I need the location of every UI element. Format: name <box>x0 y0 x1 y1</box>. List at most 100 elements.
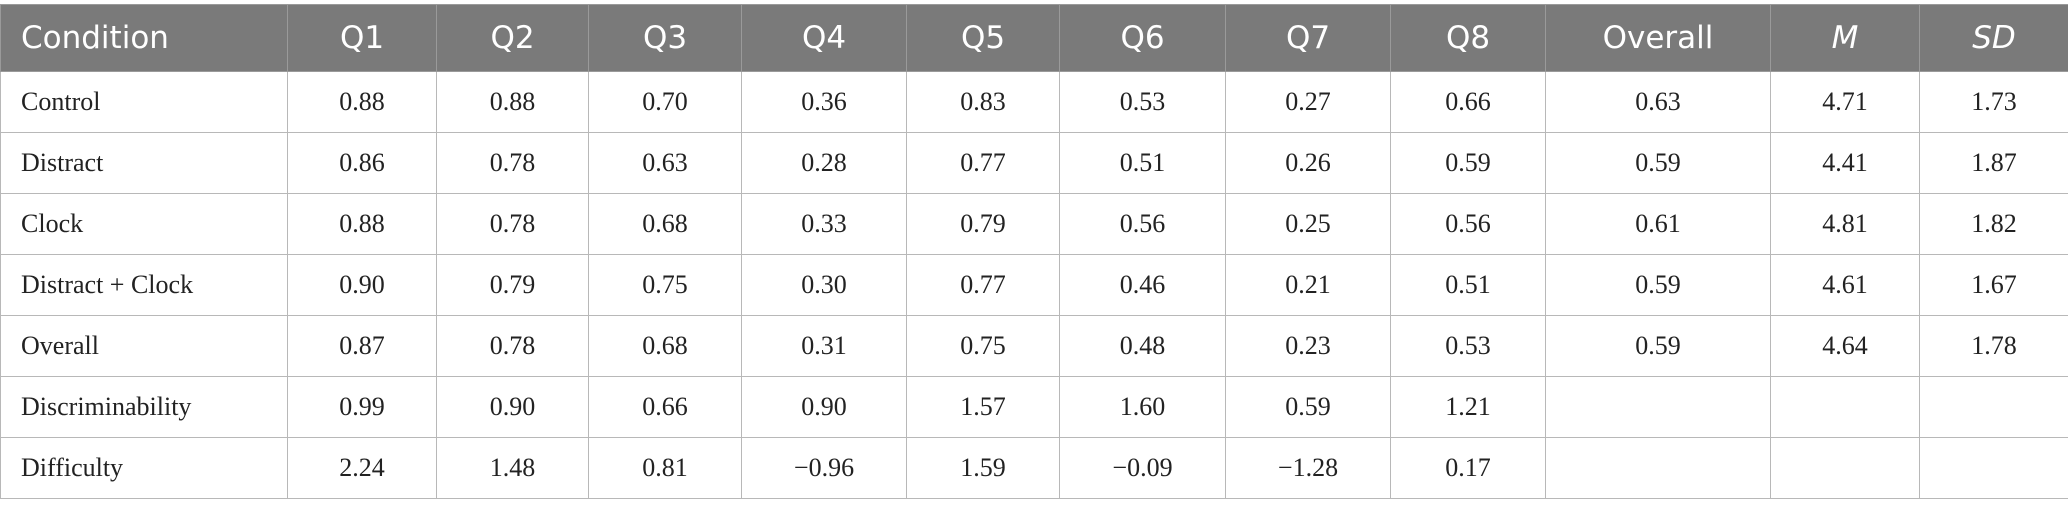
table-row: Distract 0.86 0.78 0.63 0.28 0.77 0.51 0.26 0.59… <box>0 132 2068 194</box>
row-label-cell: Discriminability <box>0 376 288 438</box>
table-row: Difficulty 2.24 1.48 0.81 −0.96 1.59 −0.09 −1.2… <box>0 437 2068 499</box>
value-cell: 0.56 <box>1390 193 1546 255</box>
value-cell: 0.87 <box>287 315 437 377</box>
value-cell: 1.82 <box>1919 193 2068 255</box>
column-header-condition: Condition <box>0 4 288 72</box>
table-row: Clock 0.88 0.78 0.68 0.33 0.79 0.56 0.25 0.56 0.6… <box>0 193 2068 255</box>
value-cell: 0.61 <box>1545 193 1771 255</box>
results-table: Condition Q1 Q2 Q3 Q4 Q5 Q6 Q7 Q8 Overall M SD Cont… <box>0 4 2068 499</box>
header-row: Condition Q1 Q2 Q3 Q4 Q5 Q6 Q7 Q8 Overall M SD <box>0 4 2068 72</box>
value-cell: 1.73 <box>1919 71 2068 133</box>
value-cell: 0.77 <box>906 254 1060 316</box>
value-cell: 2.24 <box>287 437 437 499</box>
value-cell: 0.21 <box>1225 254 1391 316</box>
value-cell: 1.78 <box>1919 315 2068 377</box>
value-cell: 1.67 <box>1919 254 2068 316</box>
column-header-m: M <box>1770 4 1920 72</box>
column-header-overall: Overall <box>1545 4 1771 72</box>
value-cell: 0.63 <box>588 132 742 194</box>
value-cell: 0.46 <box>1059 254 1226 316</box>
value-cell: 4.71 <box>1770 71 1920 133</box>
value-cell: 0.99 <box>287 376 437 438</box>
value-cell: 0.51 <box>1390 254 1546 316</box>
value-cell: 4.61 <box>1770 254 1920 316</box>
value-cell: 0.79 <box>906 193 1060 255</box>
value-cell: 0.26 <box>1225 132 1391 194</box>
value-cell <box>1919 376 2068 438</box>
value-cell: 0.56 <box>1059 193 1226 255</box>
value-cell: 0.59 <box>1545 132 1771 194</box>
column-header-q3: Q3 <box>588 4 742 72</box>
value-cell: 1.48 <box>436 437 589 499</box>
value-cell: 0.66 <box>1390 71 1546 133</box>
value-cell: 0.90 <box>436 376 589 438</box>
value-cell: 0.78 <box>436 193 589 255</box>
column-header-q8: Q8 <box>1390 4 1546 72</box>
value-cell: 1.21 <box>1390 376 1546 438</box>
value-cell: 1.59 <box>906 437 1060 499</box>
value-cell: 0.31 <box>741 315 907 377</box>
value-cell: 0.81 <box>588 437 742 499</box>
value-cell <box>1770 376 1920 438</box>
value-cell: 0.75 <box>588 254 742 316</box>
value-cell: 0.78 <box>436 315 589 377</box>
table-row: Control 0.88 0.88 0.70 0.36 0.83 0.53 0.27 0.66 0… <box>0 71 2068 133</box>
value-cell <box>1545 437 1771 499</box>
column-header-q6: Q6 <box>1059 4 1226 72</box>
value-cell: 0.59 <box>1545 254 1771 316</box>
table-row: Overall 0.87 0.78 0.68 0.31 0.75 0.48 0.23 0.53 0… <box>0 315 2068 377</box>
value-cell: 0.77 <box>906 132 1060 194</box>
value-cell: 0.51 <box>1059 132 1226 194</box>
value-cell: 1.60 <box>1059 376 1226 438</box>
value-cell: 0.59 <box>1545 315 1771 377</box>
value-cell: 0.88 <box>287 193 437 255</box>
value-cell: 0.33 <box>741 193 907 255</box>
value-cell: −0.09 <box>1059 437 1226 499</box>
value-cell: 4.41 <box>1770 132 1920 194</box>
row-label-cell: Difficulty <box>0 437 288 499</box>
value-cell: 0.79 <box>436 254 589 316</box>
value-cell: 0.66 <box>588 376 742 438</box>
value-cell: 0.17 <box>1390 437 1546 499</box>
value-cell: 0.36 <box>741 71 907 133</box>
column-header-q2: Q2 <box>436 4 589 72</box>
row-label-cell: Overall <box>0 315 288 377</box>
table-row: Discriminability 0.99 0.90 0.66 0.90 1.57 1.60… <box>0 376 2068 438</box>
value-cell: 0.68 <box>588 193 742 255</box>
value-cell: 0.88 <box>436 71 589 133</box>
value-cell: 0.86 <box>287 132 437 194</box>
row-label-cell: Clock <box>0 193 288 255</box>
value-cell: 4.64 <box>1770 315 1920 377</box>
column-header-q4: Q4 <box>741 4 907 72</box>
value-cell <box>1770 437 1920 499</box>
row-label-cell: Distract + Clock <box>0 254 288 316</box>
table-header: Condition Q1 Q2 Q3 Q4 Q5 Q6 Q7 Q8 Overall M SD <box>0 4 2068 72</box>
value-cell: 0.30 <box>741 254 907 316</box>
value-cell: 0.59 <box>1225 376 1391 438</box>
row-label-cell: Distract <box>0 132 288 194</box>
value-cell <box>1919 437 2068 499</box>
column-header-sd: SD <box>1919 4 2068 72</box>
value-cell: 0.88 <box>287 71 437 133</box>
value-cell: 0.75 <box>906 315 1060 377</box>
value-cell: 0.83 <box>906 71 1060 133</box>
value-cell: 0.70 <box>588 71 742 133</box>
value-cell: 0.53 <box>1390 315 1546 377</box>
value-cell: 0.59 <box>1390 132 1546 194</box>
value-cell: 0.28 <box>741 132 907 194</box>
table-row: Distract + Clock 0.90 0.79 0.75 0.30 0.77 0.46… <box>0 254 2068 316</box>
value-cell <box>1545 376 1771 438</box>
value-cell: −1.28 <box>1225 437 1391 499</box>
value-cell: 0.53 <box>1059 71 1226 133</box>
value-cell: 0.78 <box>436 132 589 194</box>
value-cell: 0.25 <box>1225 193 1391 255</box>
value-cell: 4.81 <box>1770 193 1920 255</box>
table-body: Control 0.88 0.88 0.70 0.36 0.83 0.53 0.27 0.66 0… <box>0 71 2068 499</box>
column-header-q7: Q7 <box>1225 4 1391 72</box>
value-cell: 1.87 <box>1919 132 2068 194</box>
column-header-q1: Q1 <box>287 4 437 72</box>
value-cell: 1.57 <box>906 376 1060 438</box>
value-cell: 0.48 <box>1059 315 1226 377</box>
column-header-q5: Q5 <box>906 4 1060 72</box>
row-label-cell: Control <box>0 71 288 133</box>
